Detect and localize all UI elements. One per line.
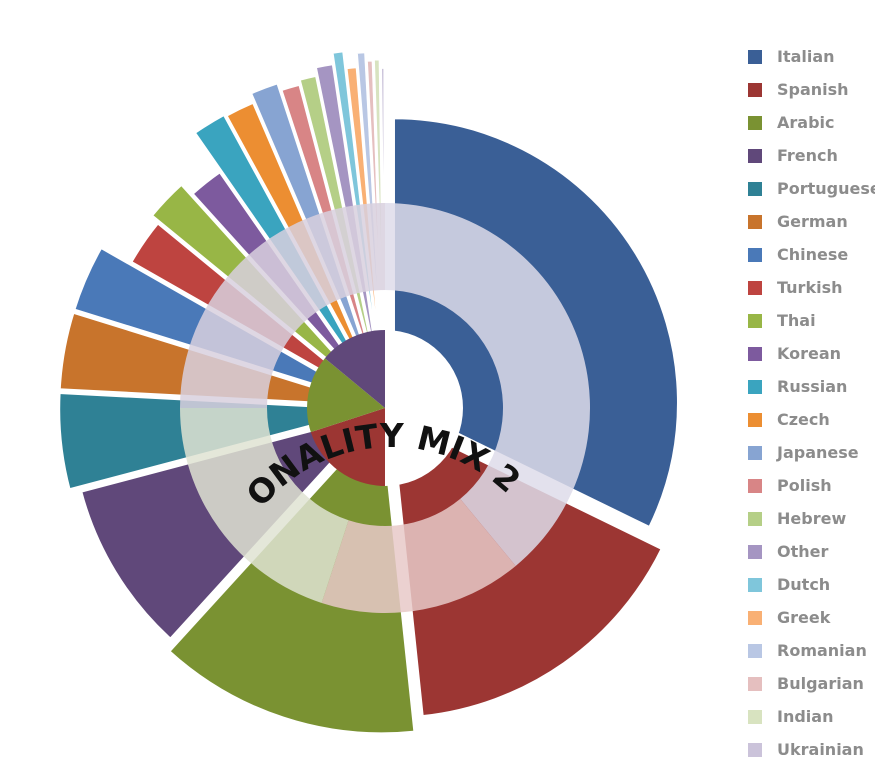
legend-swatch [748,314,762,328]
legend-item-german: German [748,205,873,238]
legend-swatch [748,281,762,295]
legend-item-chinese: Chinese [748,238,873,271]
legend-label: Polish [777,476,832,495]
legend-item-other: Other [748,535,873,568]
legend-swatch [748,182,762,196]
legend-label: Indian [777,707,833,726]
legend-label: Thai [777,311,816,330]
legend-label: Russian [777,377,847,396]
legend-swatch [748,380,762,394]
inner-rings [180,203,590,613]
legend-item-czech: Czech [748,403,873,436]
legend-swatch [748,677,762,691]
legend-label: German [777,212,848,231]
legend-item-greek: Greek [748,601,873,634]
legend-swatch [748,512,762,526]
legend-label: Japanese [777,443,859,462]
legend-swatch [748,50,762,64]
legend-label: Portuguese [777,179,875,198]
legend-label: Italian [777,47,835,66]
legend-item-ukrainian: Ukrainian [748,733,873,766]
legend-swatch [748,83,762,97]
legend-item-french: French [748,139,873,172]
legend-swatch [748,578,762,592]
legend-label: Ukrainian [777,740,864,759]
legend-label: Chinese [777,245,848,264]
legend-label: French [777,146,838,165]
legend-item-portuguese: Portuguese [748,172,873,205]
legend-swatch [748,545,762,559]
legend-item-hebrew: Hebrew [748,502,873,535]
legend-swatch [748,149,762,163]
legend-item-dutch: Dutch [748,568,873,601]
legend-swatch [748,413,762,427]
legend-swatch [748,743,762,757]
legend-item-polish: Polish [748,469,873,502]
legend-label: Arabic [777,113,835,132]
legend-swatch [748,710,762,724]
legend-label: Hebrew [777,509,846,528]
legend-item-spanish: Spanish [748,73,873,106]
legend-label: Dutch [777,575,830,594]
legend-swatch [748,479,762,493]
legend: Italian Spanish Arabic French Portuguese Germ… [748,40,873,766]
legend-item-italian: Italian [748,40,873,73]
legend-item-russian: Russian [748,370,873,403]
legend-swatch [748,644,762,658]
legend-swatch [748,347,762,361]
legend-swatch [748,215,762,229]
legend-swatch [748,248,762,262]
legend-label: Bulgarian [777,674,864,693]
legend-swatch [748,611,762,625]
legend-label: Korean [777,344,841,363]
legend-item-turkish: Turkish [748,271,873,304]
legend-item-korean: Korean [748,337,873,370]
legend-label: Spanish [777,80,849,99]
legend-item-romanian: Romanian [748,634,873,667]
legend-item-arabic: Arabic [748,106,873,139]
legend-label: Romanian [777,641,867,660]
legend-label: Other [777,542,828,561]
legend-label: Greek [777,608,830,627]
legend-item-thai: Thai [748,304,873,337]
legend-label: Czech [777,410,830,429]
legend-item-indian: Indian [748,700,873,733]
legend-item-bulgarian: Bulgarian [748,667,873,700]
legend-swatch [748,446,762,460]
legend-item-japanese: Japanese [748,436,873,469]
legend-label: Turkish [777,278,842,297]
legend-swatch [748,116,762,130]
